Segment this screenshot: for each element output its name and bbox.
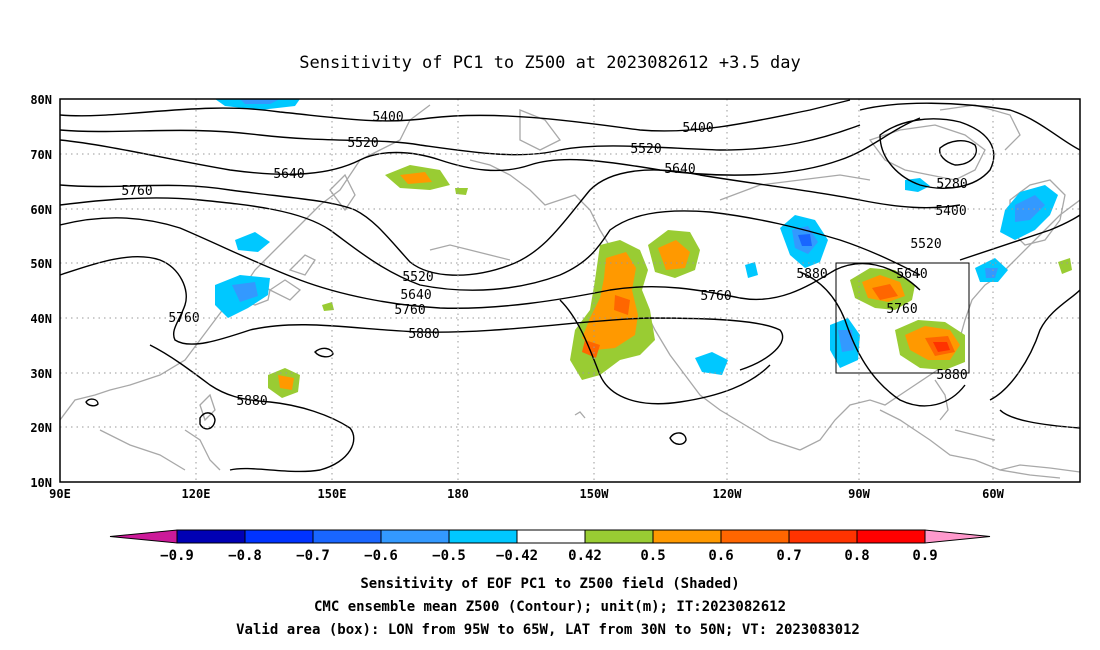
contour-label: 5640 — [664, 162, 695, 177]
contour-label: 5760 — [121, 184, 152, 199]
contour-label: 5760 — [886, 302, 917, 317]
lat-label: 70N — [30, 148, 52, 162]
colorbar-swatch — [652, 529, 722, 544]
map-panel: 5400 5400 5520 5520 5520 5640 5640 5640 … — [60, 99, 1080, 482]
lat-label: 60N — [30, 203, 52, 217]
colorbar-tick-label: −0.5 — [432, 548, 466, 564]
contour-label: 5400 — [372, 110, 403, 125]
contour-label: 5520 — [347, 136, 378, 151]
colorbar-low-extension — [109, 529, 178, 544]
colorbar-tick-label: 0.9 — [912, 548, 937, 564]
lat-label: 30N — [30, 367, 52, 381]
sensitivity-shading — [215, 99, 1072, 398]
colorbar-swatch — [516, 529, 586, 544]
contour-label: 5520 — [402, 270, 433, 285]
contour-label: 5880 — [408, 327, 439, 342]
contour-label: 5880 — [936, 368, 967, 383]
lat-label: 80N — [30, 93, 52, 107]
contour-label: 5880 — [236, 394, 267, 409]
lat-label: 40N — [30, 312, 52, 326]
lon-label: 120W — [713, 487, 743, 501]
contour-label: 5640 — [273, 167, 304, 182]
colorbar-swatch — [856, 529, 926, 544]
map-frame — [59, 98, 1081, 483]
contour-label: 5520 — [630, 142, 661, 157]
colorbar-swatch — [788, 529, 858, 544]
figure-title: Sensitivity of PC1 to Z500 at 2023082612… — [299, 53, 801, 73]
colorbar-high-extension — [924, 529, 991, 544]
colorbar-tick-label: 0.6 — [708, 548, 733, 564]
contour-label: 5400 — [682, 121, 713, 136]
colorbar-tick-label: −0.6 — [364, 548, 398, 564]
colorbar: −0.9 −0.8 −0.7 −0.6 −0.5 −0.42 0.42 0.5 0.6 0.7 0.… — [109, 529, 991, 564]
contour-label: 5880 — [796, 267, 827, 282]
colorbar-tick-label: −0.8 — [228, 548, 262, 564]
contour-labels: 5400 5400 5520 5520 5520 5640 5640 5640 … — [121, 110, 967, 409]
contour-label: 5760 — [168, 311, 199, 326]
lon-labels: 90E 120E 150E 180 150W 120W 90W 60W — [49, 487, 1004, 501]
contour-label: 5280 — [936, 177, 967, 192]
lon-label: 180 — [447, 487, 469, 501]
contour-label: 5760 — [394, 303, 425, 318]
lat-label: 50N — [30, 257, 52, 271]
lat-labels: 80N 70N 60N 50N 40N 30N 20N 10N — [30, 93, 52, 490]
colorbar-tick-label: −0.7 — [296, 548, 330, 564]
colorbar-tick-label: 0.5 — [640, 548, 665, 564]
lon-label: 90E — [49, 487, 71, 501]
colorbar-swatch — [312, 529, 382, 544]
colorbar-swatch — [584, 529, 654, 544]
caption-line-2: CMC ensemble mean Z500 (Contour); unit(m… — [314, 599, 786, 615]
caption-line-1: Sensitivity of EOF PC1 to Z500 field (Sh… — [360, 576, 739, 592]
contour-label: 5640 — [896, 267, 927, 282]
lon-label: 150E — [318, 487, 347, 501]
contour-label: 5640 — [400, 288, 431, 303]
colorbar-swatch — [448, 529, 518, 544]
colorbar-tick-label: 0.8 — [844, 548, 869, 564]
lat-label: 10N — [30, 476, 52, 490]
colorbar-tick-label: 0.42 — [568, 548, 602, 564]
lon-label: 60W — [982, 487, 1004, 501]
colorbar-swatch — [720, 529, 790, 544]
colorbar-tick-label: −0.9 — [160, 548, 194, 564]
colorbar-swatch — [380, 529, 450, 544]
valid-area-box — [835, 262, 970, 374]
colorbar-swatch — [244, 529, 314, 544]
colorbar-tick-label: 0.7 — [776, 548, 801, 564]
contour-label: 5400 — [935, 204, 966, 219]
lon-label: 90W — [848, 487, 870, 501]
caption-line-3: Valid area (box): LON from 95W to 65W, L… — [236, 622, 860, 638]
lat-label: 20N — [30, 421, 52, 435]
contour-label: 5760 — [700, 289, 731, 304]
contour-label: 5520 — [910, 237, 941, 252]
lon-label: 120E — [182, 487, 211, 501]
colorbar-swatch — [176, 529, 246, 544]
lon-label: 150W — [580, 487, 610, 501]
graticule — [60, 99, 1080, 482]
colorbar-tick-label: −0.42 — [496, 548, 538, 564]
